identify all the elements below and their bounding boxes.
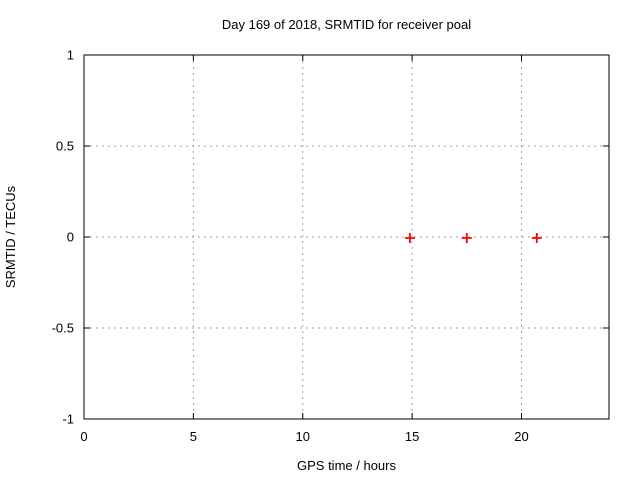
data-points [404, 233, 542, 243]
tick-label-layer: 0 5 10 15 20 -1 -0.5 0 0.5 1 [52, 48, 529, 445]
x-tick-label: 10 [296, 429, 310, 444]
x-tick-label: 5 [190, 429, 197, 444]
chart-title: Day 169 of 2018, SRMTID for receiver poa… [222, 17, 471, 32]
y-tick-label: -1 [62, 412, 74, 427]
data-point-marker [531, 233, 542, 243]
x-axis-label: GPS time / hours [297, 458, 396, 473]
grid-layer [84, 55, 609, 419]
x-tick-label: 15 [405, 429, 419, 444]
x-tick-label: 0 [80, 429, 87, 444]
tick-layer [83, 54, 609, 420]
y-tick-label: 1 [67, 48, 74, 63]
y-tick-label: 0.5 [56, 139, 74, 154]
data-point-marker [461, 233, 472, 243]
y-tick-label: -0.5 [52, 321, 74, 336]
x-tick-label: 20 [514, 429, 528, 444]
y-tick-label: 0 [67, 230, 74, 245]
y-axis-label: SRMTID / TECUs [3, 185, 18, 288]
data-point-marker [404, 233, 415, 243]
